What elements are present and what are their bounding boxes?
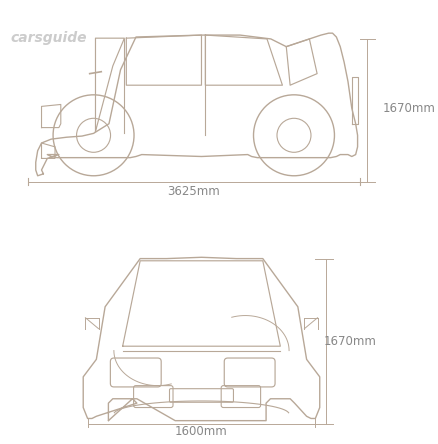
Text: 1600mm: 1600mm	[175, 425, 228, 438]
Text: carsguide: carsguide	[11, 31, 87, 45]
Text: 1670mm: 1670mm	[383, 102, 435, 115]
Text: 3625mm: 3625mm	[167, 185, 220, 198]
Text: 1670mm: 1670mm	[324, 335, 377, 349]
